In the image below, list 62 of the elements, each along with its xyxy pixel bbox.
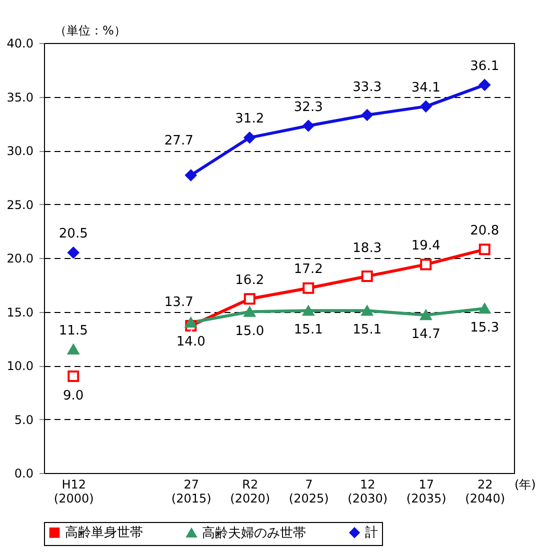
point	[185, 317, 197, 328]
point	[68, 246, 80, 258]
data-label: 14.7	[411, 326, 440, 342]
point	[361, 306, 373, 316]
y-axis-title: （単位：%）	[54, 24, 126, 38]
data-label: 34.1	[411, 80, 440, 96]
legend-label: 高齢夫婦のみ世帯	[202, 524, 306, 541]
data-label: 15.1	[294, 322, 323, 338]
y-tick-label: 20.0	[6, 252, 34, 266]
point	[244, 306, 256, 317]
y-tick-label: 0.0	[14, 466, 34, 480]
data-label: 33.3	[352, 80, 382, 95]
point	[244, 293, 256, 305]
point	[478, 79, 490, 91]
data-label: 19.4	[411, 238, 440, 254]
data-label: 9.0	[63, 388, 84, 404]
point	[185, 169, 197, 181]
point	[68, 344, 80, 354]
data-label: 15.0	[235, 324, 264, 339]
x-tick-label: 12 (2030)	[348, 478, 388, 506]
y-tick-label: 5.0	[14, 412, 34, 427]
point	[302, 120, 314, 132]
data-label: 17.2	[294, 262, 323, 278]
x-tick-label: H12 (2000)	[54, 478, 94, 506]
legend-label: 計	[365, 526, 378, 541]
data-label: 14.0	[176, 334, 206, 350]
point	[478, 244, 490, 256]
x-tick-label: 27 (2015)	[171, 478, 212, 506]
data-label: 27.7	[164, 134, 194, 148]
y-tick-label: 15.0	[6, 305, 34, 320]
x-tick-label: 22 (2040)	[465, 478, 506, 506]
point	[420, 100, 432, 112]
x-tick-label: R2 (2020)	[230, 478, 270, 506]
y-tick-label: 10.0	[6, 359, 34, 373]
data-label: 15.3	[470, 320, 500, 336]
data-label: 31.2	[235, 112, 264, 127]
data-label: 16.2	[235, 272, 264, 288]
point	[302, 306, 314, 316]
legend-label: 高齢単身世帯	[65, 524, 143, 541]
y-tick-label: 25.0	[6, 198, 34, 212]
point	[478, 303, 490, 314]
point	[420, 258, 432, 270]
point	[361, 109, 373, 121]
data-label: 36.1	[470, 58, 500, 74]
point	[361, 270, 373, 282]
y-tick-label: 30.0	[6, 144, 34, 158]
x-axis-title: (年)	[514, 478, 536, 492]
y-tick-label: 35.0	[6, 90, 34, 104]
data-label: 13.7	[164, 294, 194, 310]
point	[68, 370, 80, 382]
data-label: 20.8	[470, 223, 500, 238]
data-label: 20.5	[58, 226, 88, 242]
data-label: 15.1	[352, 322, 382, 338]
data-label: 18.3	[352, 241, 382, 256]
point	[302, 282, 314, 294]
y-tick-label: 40.0	[6, 36, 34, 50]
x-tick-label: 7 (2025)	[288, 478, 329, 506]
data-label: 11.5	[58, 323, 88, 338]
data-label: 32.3	[294, 100, 323, 115]
x-tick-label: 17 (2035)	[406, 478, 446, 506]
point	[420, 310, 432, 320]
point	[244, 132, 256, 144]
